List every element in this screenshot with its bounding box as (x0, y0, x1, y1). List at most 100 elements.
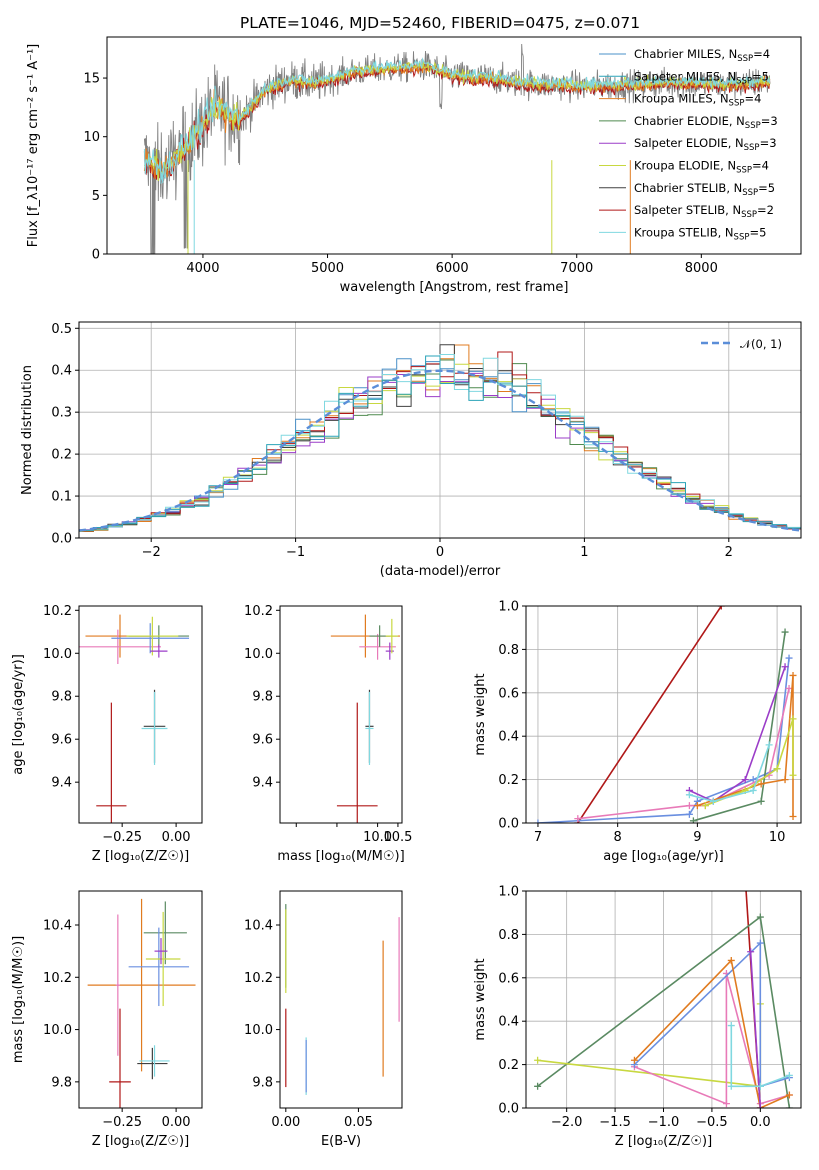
errorbar-point (143, 901, 187, 965)
panel-mass_vs_z: −0.25 0.00 9.8 10.0 10.2 10.4 Z [log₁₀(Z/Z☉)] m… (11, 890, 203, 1149)
y-tick-label: 9.4 (51, 776, 72, 791)
x-tick-label: 0.00 (162, 1115, 191, 1130)
axes-frame (279, 890, 403, 1109)
gaussian-curve (79, 369, 801, 532)
y-tick-label: 0.2 (51, 448, 72, 463)
legend-entry: 𝒩(0, 1) (740, 337, 782, 351)
y-tick-label: 15 (83, 72, 100, 87)
weight-line (633, 958, 790, 1108)
x-axis-label: wavelength [Angstrom, rest frame] (340, 280, 569, 295)
errorbar-point (365, 691, 374, 765)
y-tick-label: 10.0 (43, 1023, 72, 1038)
legend-entry-sub: SSP (744, 143, 760, 153)
legend-entry-sub: SSP (736, 166, 752, 176)
errorbar-point (126, 616, 179, 656)
legend-entry-count: =3 (760, 136, 777, 150)
legend-entry-sub: SSP (741, 210, 757, 220)
y-tick-label: 0.4 (498, 1015, 519, 1030)
weight-marker (722, 1100, 730, 1108)
errorbar-point (336, 702, 378, 823)
weight-marker (757, 797, 765, 805)
y-tick-label: 0.6 (498, 686, 519, 701)
x-axis-label: Z [log₁₀(Z/Z☉)] (92, 1134, 189, 1149)
y-tick-label: 0.8 (498, 643, 519, 658)
weight-marker (789, 812, 797, 820)
weight-marker (685, 810, 693, 818)
y-axis-label: Flux [f_λ10⁻¹⁷ erg cm⁻² s⁻¹ A⁻¹] (26, 44, 41, 248)
x-axis-label: Z [log₁₀(Z/Z☉)] (615, 1134, 712, 1149)
legend-entry-name: Salpeter MILES, N (634, 69, 736, 83)
errorbar-point (128, 927, 190, 1007)
errorbar-point (109, 1008, 131, 1108)
y-tick-label: 10.4 (244, 918, 273, 933)
y-tick-label: 9.6 (51, 733, 72, 748)
errorbar-point (154, 938, 168, 965)
legend-entry-count: =4 (744, 92, 761, 106)
y-tick-label: 10.0 (43, 647, 72, 662)
weight-marker (789, 771, 797, 779)
legend-entry: Salpeter MILES, NSSP=5 (634, 69, 769, 86)
plot-area (534, 883, 793, 1108)
y-tick-label: 10.0 (244, 1023, 273, 1038)
legend-entry-count: =4 (752, 159, 769, 173)
figure-title: PLATE=1046, MJD=52460, FIBERID=0475, z=0… (240, 14, 640, 32)
y-tick-label: 9.8 (51, 1075, 72, 1090)
axes-frame (106, 36, 802, 255)
errorbar-point (141, 691, 168, 765)
legend-entry-count: =5 (749, 225, 766, 239)
weight-marker (742, 883, 749, 890)
x-tick-label: −2.0 (551, 1115, 583, 1130)
weight-marker (765, 741, 773, 749)
weight-marker (785, 1071, 793, 1079)
y-tick-label: 1.0 (498, 600, 519, 615)
y-tick-label: 0.0 (498, 817, 519, 832)
y-tick-label: 10.2 (43, 604, 72, 619)
weight-marker (781, 628, 789, 636)
x-axis-label: mass [log₁₀(M/M☉)] (277, 849, 404, 864)
legend-entry-name: Kroupa STELIB, N (634, 225, 734, 239)
weight-marker (756, 1082, 764, 1090)
x-tick-label: 7000 (560, 261, 593, 276)
weight-line (577, 688, 790, 820)
plot-area (87, 898, 196, 1108)
legend-entry: Kroupa STELIB, NSSP=5 (634, 225, 766, 242)
errorbar-point (139, 1045, 170, 1077)
weight-line (730, 1025, 790, 1088)
errorbar-point (115, 914, 120, 1056)
x-tick-label: 0.05 (344, 1115, 373, 1130)
y-tick-label: 0.4 (51, 364, 72, 379)
legend-entry: Kroupa ELODIE, NSSP=4 (634, 159, 769, 176)
errorbar-point (385, 618, 398, 654)
x-tick-label: −0.25 (102, 830, 142, 845)
weight-marker (693, 802, 701, 810)
y-tick-label: 0.6 (498, 971, 519, 986)
x-axis-label: (data-model)/error (380, 564, 501, 579)
y-tick-label: 0.8 (498, 928, 519, 943)
legend-entry-sub: SSP (745, 121, 761, 131)
weight-marker (785, 1091, 793, 1099)
y-tick-label: 0.2 (498, 1058, 519, 1073)
legend-entry-name: Chabrier STELIB, N (634, 181, 742, 195)
legend-entry-sub: SSP (742, 188, 758, 198)
y-tick-label: 1.0 (498, 885, 519, 900)
x-tick-label: 0.00 (162, 830, 191, 845)
errorbar-point (137, 1047, 168, 1080)
x-tick-label: −1 (286, 545, 305, 560)
y-tick-label: 0.0 (498, 1102, 519, 1117)
x-axis-label: age [log₁₀(age/yr)] (603, 849, 724, 864)
axes-frame (78, 605, 203, 824)
panel-mass_vs_ebv: 0.00 0.05 9.8 10.0 10.2 10.4 E(B-V) (244, 890, 403, 1149)
axes-frame (78, 890, 203, 1109)
weight-marker (534, 1082, 542, 1090)
legend-entry-sub: SSP (736, 76, 752, 86)
x-tick-label: 7 (534, 830, 542, 845)
y-axis-label: mass weight (473, 673, 488, 755)
plot-area (143, 43, 771, 254)
x-tick-label: 9 (693, 830, 701, 845)
errorbar-point (359, 633, 396, 660)
plot-area (534, 606, 797, 823)
y-axis-label: mass [log₁₀(M/M☉)] (11, 936, 26, 1063)
x-axis-label: Z [log₁₀(Z/Z☉)] (92, 849, 189, 864)
legend-entry: Chabrier STELIB, NSSP=5 (634, 181, 775, 198)
